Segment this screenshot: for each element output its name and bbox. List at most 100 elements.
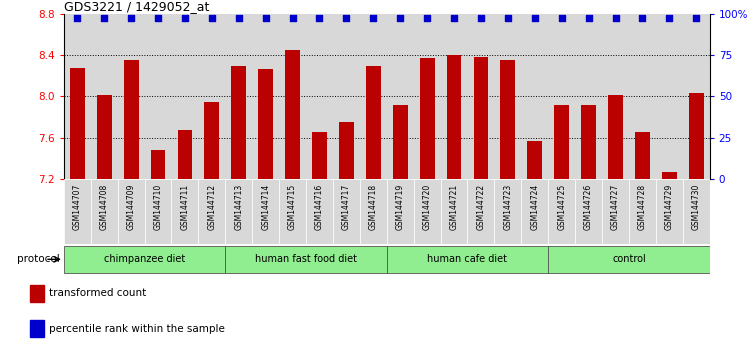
Text: GSM144717: GSM144717 <box>342 184 351 230</box>
Text: GSM144715: GSM144715 <box>288 184 297 230</box>
Text: control: control <box>612 254 646 264</box>
Bar <box>387 246 548 273</box>
Text: GSM144730: GSM144730 <box>692 184 701 230</box>
Bar <box>575 14 602 179</box>
Bar <box>144 179 171 244</box>
Text: GSM144718: GSM144718 <box>369 184 378 230</box>
Point <box>179 16 191 21</box>
Bar <box>30 320 44 337</box>
Bar <box>441 14 467 179</box>
Text: chimpanzee diet: chimpanzee diet <box>104 254 185 264</box>
Text: GDS3221 / 1429052_at: GDS3221 / 1429052_at <box>64 0 210 13</box>
Point <box>421 16 433 21</box>
Bar <box>30 285 44 302</box>
Text: human fast food diet: human fast food diet <box>255 254 357 264</box>
Bar <box>312 132 327 179</box>
Point <box>663 16 675 21</box>
Bar <box>258 69 273 179</box>
Text: GSM144716: GSM144716 <box>315 184 324 230</box>
Bar <box>198 179 225 244</box>
Bar <box>467 14 494 179</box>
Bar <box>554 105 569 179</box>
Text: GSM144707: GSM144707 <box>73 184 82 230</box>
Bar <box>441 179 467 244</box>
Bar <box>414 179 441 244</box>
Bar <box>225 246 387 273</box>
Text: GSM144710: GSM144710 <box>153 184 162 230</box>
Bar <box>285 50 300 179</box>
Text: GSM144708: GSM144708 <box>100 184 109 230</box>
Text: GSM144709: GSM144709 <box>127 184 136 230</box>
Text: GSM144720: GSM144720 <box>423 184 432 230</box>
Bar <box>64 246 225 273</box>
Text: GSM144728: GSM144728 <box>638 184 647 230</box>
Bar <box>171 179 198 244</box>
Bar <box>414 14 441 179</box>
Point <box>340 16 352 21</box>
Bar <box>683 14 710 179</box>
Bar <box>279 14 306 179</box>
Bar <box>124 61 138 179</box>
Bar <box>91 179 118 244</box>
Bar <box>494 179 521 244</box>
Bar <box>387 14 414 179</box>
Bar <box>225 179 252 244</box>
Bar <box>467 179 494 244</box>
Text: GSM144719: GSM144719 <box>396 184 405 230</box>
Bar <box>97 96 112 179</box>
Text: GSM144713: GSM144713 <box>234 184 243 230</box>
Bar <box>474 57 488 179</box>
Point <box>367 16 379 21</box>
Point <box>71 16 83 21</box>
Bar <box>656 14 683 179</box>
Bar <box>447 55 461 179</box>
Bar <box>118 179 144 244</box>
Text: GSM144721: GSM144721 <box>450 184 459 230</box>
Point <box>98 16 110 21</box>
Bar <box>387 179 414 244</box>
Bar <box>602 14 629 179</box>
Text: transformed count: transformed count <box>49 289 146 298</box>
Text: GSM144726: GSM144726 <box>584 184 593 230</box>
Bar <box>91 14 118 179</box>
Text: GSM144727: GSM144727 <box>611 184 620 230</box>
Bar <box>225 14 252 179</box>
Point <box>233 16 245 21</box>
Bar <box>306 14 333 179</box>
Bar <box>689 93 704 179</box>
Point <box>394 16 406 21</box>
Point <box>690 16 702 21</box>
Bar <box>360 14 387 179</box>
Bar <box>500 61 515 179</box>
Bar <box>581 105 596 179</box>
Bar <box>306 179 333 244</box>
Bar <box>494 14 521 179</box>
Bar <box>662 172 677 179</box>
Point <box>260 16 272 21</box>
Point <box>636 16 648 21</box>
Bar <box>629 14 656 179</box>
Bar <box>118 14 144 179</box>
Point <box>610 16 622 21</box>
Point <box>152 16 164 21</box>
Point <box>206 16 218 21</box>
Bar <box>608 96 623 179</box>
Bar <box>521 179 548 244</box>
Point <box>313 16 325 21</box>
Point <box>287 16 299 21</box>
Bar <box>393 105 408 179</box>
Bar <box>548 179 575 244</box>
Bar <box>635 132 650 179</box>
Bar <box>521 14 548 179</box>
Bar <box>177 130 192 179</box>
Bar <box>629 179 656 244</box>
Point <box>556 16 568 21</box>
Bar <box>339 122 354 179</box>
Bar <box>366 65 381 179</box>
Text: GSM144724: GSM144724 <box>530 184 539 230</box>
Point <box>502 16 514 21</box>
Bar <box>171 14 198 179</box>
Bar <box>683 179 710 244</box>
Point <box>125 16 137 21</box>
Text: percentile rank within the sample: percentile rank within the sample <box>49 324 225 333</box>
